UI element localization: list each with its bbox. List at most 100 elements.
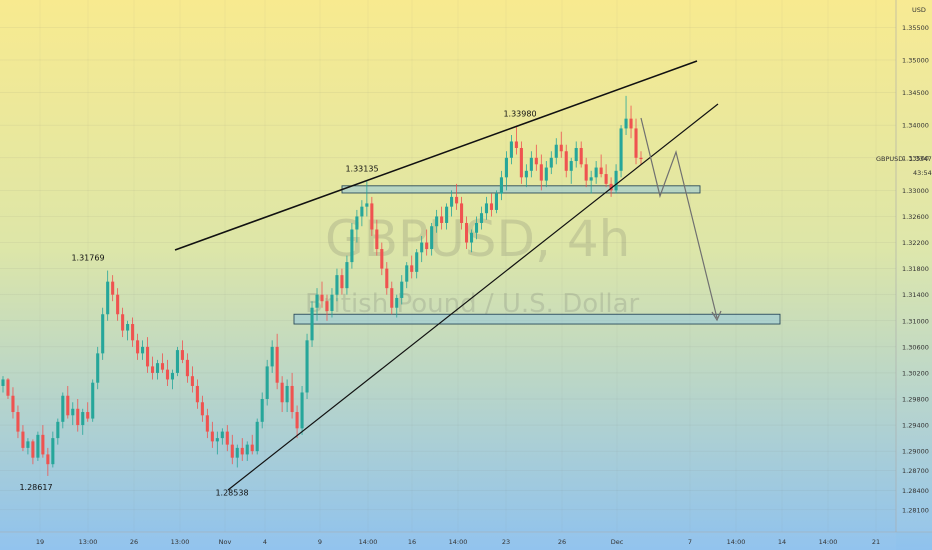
candle-body [340,275,344,289]
candle-body [514,141,518,148]
candle-body [390,288,394,308]
candle-body [330,294,334,311]
candle-body [310,307,314,341]
price-annotation: 1.28617 [19,483,52,492]
x-tick-label: 13:00 [79,538,98,546]
price-annotation: 1.33980 [503,109,536,118]
x-tick-label: 4 [263,538,267,546]
candle-body [270,346,274,367]
y-tick-label: 1.29000 [902,448,929,456]
candle-body [101,314,105,354]
candle-body [355,216,359,230]
y-tick-label: 1.33500 [902,154,929,162]
candle-body [56,421,60,439]
projection-arrowhead [711,310,722,322]
last-price-tag: GBPUSD - 1.33477 43:54 [876,155,932,177]
candle-body [71,408,75,416]
candle-body [385,268,389,289]
candle-body [425,242,429,250]
price-axis[interactable] [896,0,932,532]
x-tick-label: 14:00 [819,538,838,546]
candle-body [315,294,319,308]
candle-body [400,281,404,298]
currency-label: USD [912,6,926,14]
candle-body [250,444,254,452]
candle-body [11,395,15,413]
resistance-zone[interactable] [341,185,701,194]
candle-body [275,346,279,383]
candle-body [494,193,498,210]
candle-body [474,222,479,233]
candle-body [604,174,608,184]
candle-body [210,431,214,442]
x-tick-label: 14:00 [449,538,468,546]
candle-body [375,229,379,250]
candle-body [579,147,583,165]
candle-body [504,157,508,178]
candle-body [440,216,444,223]
candle-body [255,421,259,452]
candle-body [170,372,175,380]
candle-body [544,167,548,181]
candle-body [51,438,55,465]
candle-body [46,454,50,465]
y-tick-label: 1.34500 [902,89,929,97]
candle-body [245,444,249,455]
candle-body [479,213,484,223]
candle-body [484,203,489,214]
candle-body [230,444,234,458]
candle-body [465,222,469,243]
x-tick-label: 13:00 [171,538,190,546]
candle-body [235,447,239,458]
projection-path[interactable] [640,117,718,319]
candle-body [215,438,219,442]
x-tick-label: 14:00 [727,538,746,546]
candle-body [589,177,593,181]
candles [1,95,643,476]
candle-body [116,294,120,315]
y-tick-label: 1.32200 [902,239,929,247]
x-tick-label: 19 [36,538,44,546]
candle-body [66,395,70,416]
candle-body [405,265,409,282]
target-zone[interactable] [293,313,781,325]
candle-body [220,431,224,439]
candle-body [564,151,568,171]
candle-body [136,340,140,354]
candle-body [190,376,194,386]
y-tick-label: 1.31400 [902,291,929,299]
candle-body [76,408,80,426]
candle-body [320,294,324,302]
y-tick-label: 1.30200 [902,369,929,377]
candle-body [150,366,155,373]
candle-body [31,441,35,458]
candle-body [285,385,289,403]
candle-body [185,359,189,377]
candle-body [61,395,65,422]
upper-trendline[interactable] [174,60,698,251]
y-tick-label: 1.34000 [902,122,929,130]
x-tick-label: 16 [408,538,416,546]
candle-body [180,350,184,360]
lower-trendline[interactable] [227,103,719,491]
candle-body [599,167,603,175]
candle-body [131,324,135,341]
candle-body [1,379,5,386]
y-tick-label: 1.28700 [902,467,929,475]
x-tick-label: 26 [130,538,138,546]
x-tick-label: 9 [318,538,322,546]
candle-body [574,147,578,162]
drawings [174,60,722,491]
candle-body [240,447,244,455]
y-tick-label: 1.33000 [902,187,929,195]
x-tick-label: 26 [558,538,566,546]
time-axis-labels: 19 13:00 26 13:00 Nov 4 9 14:00 16 14:00 23 26 Dec 7 1… [36,538,880,546]
candle-body [634,128,638,158]
candle-body [335,275,339,295]
y-tick-label: 1.35000 [902,56,929,64]
price-tag-symbol: GBPUSD [876,155,903,163]
candle-body [21,431,25,448]
candle-body [205,415,209,432]
